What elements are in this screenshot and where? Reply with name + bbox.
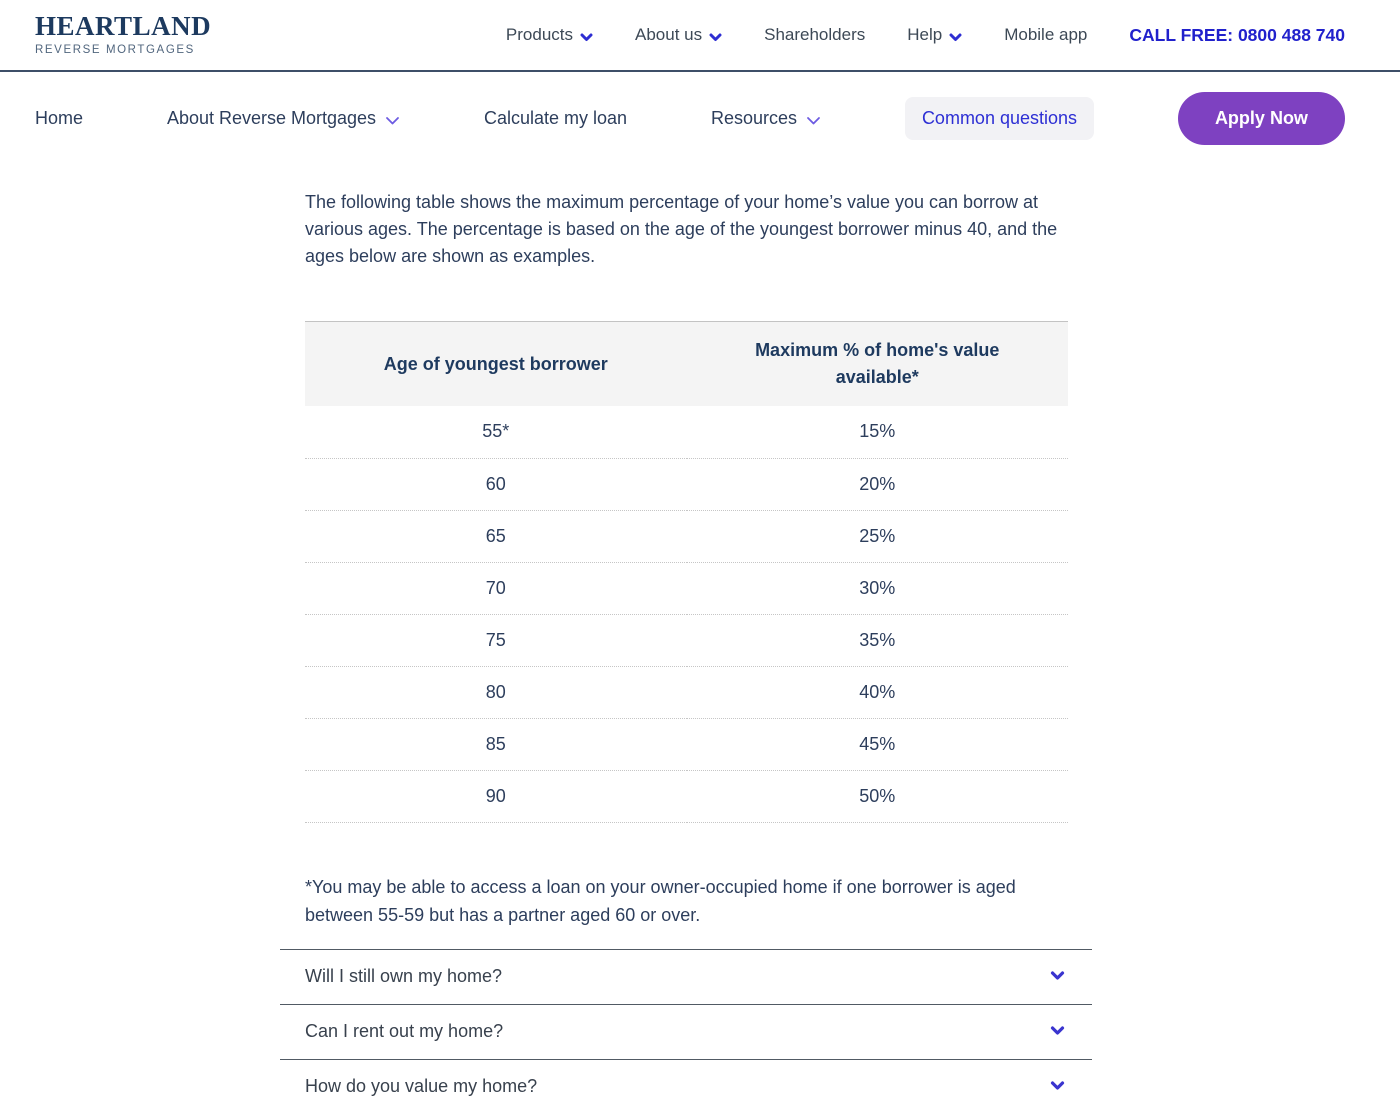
borrow-percentage-table: Age of youngest borrower Maximum % of ho… (305, 321, 1068, 823)
chevron-down-icon (580, 27, 593, 47)
subnav-item-about-reverse-mortgages[interactable]: About Reverse Mortgages (167, 107, 400, 131)
brand-tagline: REVERSE MORTGAGES (35, 44, 195, 57)
faq-question: How do you value my home? (305, 1076, 538, 1096)
subnav-item-calculate-my-loan[interactable]: Calculate my loan (484, 108, 627, 129)
table-row: 90 50% (305, 770, 1068, 823)
table-row: 65 25% (305, 510, 1068, 563)
faq-item-can-i-rent-out-my-home[interactable]: Can I rent out my home? (280, 1003, 1092, 1059)
chevron-down-icon (709, 27, 722, 47)
subnav-item-common-questions[interactable]: Common questions (904, 97, 1095, 140)
percent-cell: 20% (686, 458, 1068, 511)
percent-cell: 30% (686, 562, 1068, 615)
call-free-phone-link[interactable]: CALL FREE: 0800 488 740 (1129, 24, 1345, 45)
percent-cell: 15% (686, 406, 1068, 459)
age-cell: 70 (305, 562, 687, 615)
nav-item-label: Shareholders (764, 25, 866, 44)
faq-item-how-do-you-value-my-home[interactable]: How do you value my home? (280, 1058, 1092, 1107)
nav-item-help[interactable]: Help (907, 24, 962, 47)
chevron-down-icon (806, 110, 821, 131)
subnav-item-label: Common questions (921, 108, 1078, 128)
top-nav: Products About us Shareholders Help Mobi… (506, 24, 1087, 47)
percent-cell: 35% (686, 614, 1068, 667)
nav-item-products[interactable]: Products (506, 24, 593, 47)
age-cell: 90 (305, 770, 687, 823)
table-row: 55* 15% (305, 406, 1068, 459)
brand-name: HEARTLAND (35, 11, 212, 42)
secondary-nav: Home About Reverse Mortgages Calculate m… (0, 72, 1400, 165)
table-row: 80 40% (305, 666, 1068, 719)
chevron-down-icon (1050, 1023, 1065, 1041)
faq-question: Will I still own my home? (305, 966, 503, 986)
chevron-down-icon (1050, 1078, 1065, 1096)
percent-cell: 40% (686, 666, 1068, 719)
faq-accordion: Will I still own my home? Can I rent out… (280, 948, 1092, 1107)
subnav-item-label: Calculate my loan (483, 108, 628, 128)
subnav-item-label: Resources (710, 108, 798, 128)
footnote-paragraph: *You may be able to access a loan on you… (305, 876, 1016, 925)
table-row: 60 20% (305, 458, 1068, 511)
brand-logo[interactable]: HEARTLAND REVERSE MORTGAGES (35, 13, 211, 57)
top-header: HEARTLAND REVERSE MORTGAGES Products Abo… (0, 0, 1400, 72)
age-cell: 80 (305, 666, 687, 719)
subnav-item-label: Home (35, 108, 84, 128)
nav-item-label: Mobile app (1004, 25, 1088, 44)
age-cell: 85 (305, 718, 687, 771)
subnav-item-home[interactable]: Home (35, 108, 83, 129)
table-header-row: Age of youngest borrower Maximum % of ho… (305, 321, 1068, 406)
nav-item-about-us[interactable]: About us (635, 24, 722, 47)
nav-item-label: Help (907, 25, 943, 44)
intro-paragraph: The following table shows the maximum pe… (305, 192, 1058, 266)
chevron-down-icon (1050, 968, 1065, 986)
chevron-down-icon (949, 27, 962, 47)
apply-now-button[interactable]: Apply Now (1177, 92, 1345, 145)
main-content: The following table shows the maximum pe… (305, 189, 1068, 929)
age-cell: 55* (305, 406, 687, 459)
nav-item-label: About us (635, 25, 703, 44)
age-cell: 60 (305, 458, 687, 511)
percent-cell: 50% (686, 770, 1068, 823)
nav-item-shareholders[interactable]: Shareholders (764, 25, 865, 45)
percent-cell: 45% (686, 718, 1068, 771)
table-row: 85 45% (305, 718, 1068, 771)
faq-item-will-i-still-own-my-home[interactable]: Will I still own my home? (280, 948, 1092, 1004)
age-cell: 75 (305, 614, 687, 667)
nav-item-label: Products (505, 25, 573, 44)
subnav-item-label: About Reverse Mortgages (166, 108, 377, 128)
table-row: 70 30% (305, 562, 1068, 615)
percent-cell: 25% (686, 510, 1068, 563)
chevron-down-icon (385, 110, 400, 131)
table-row: 75 35% (305, 614, 1068, 667)
subnav-item-resources[interactable]: Resources (711, 107, 821, 131)
age-cell: 65 (305, 510, 687, 563)
nav-item-mobile-app[interactable]: Mobile app (1004, 25, 1087, 45)
faq-question: Can I rent out my home? (305, 1021, 504, 1041)
table-header-age: Age of youngest borrower (383, 353, 608, 374)
table-header-max-percent: Maximum % of home's value available* (755, 340, 1000, 387)
